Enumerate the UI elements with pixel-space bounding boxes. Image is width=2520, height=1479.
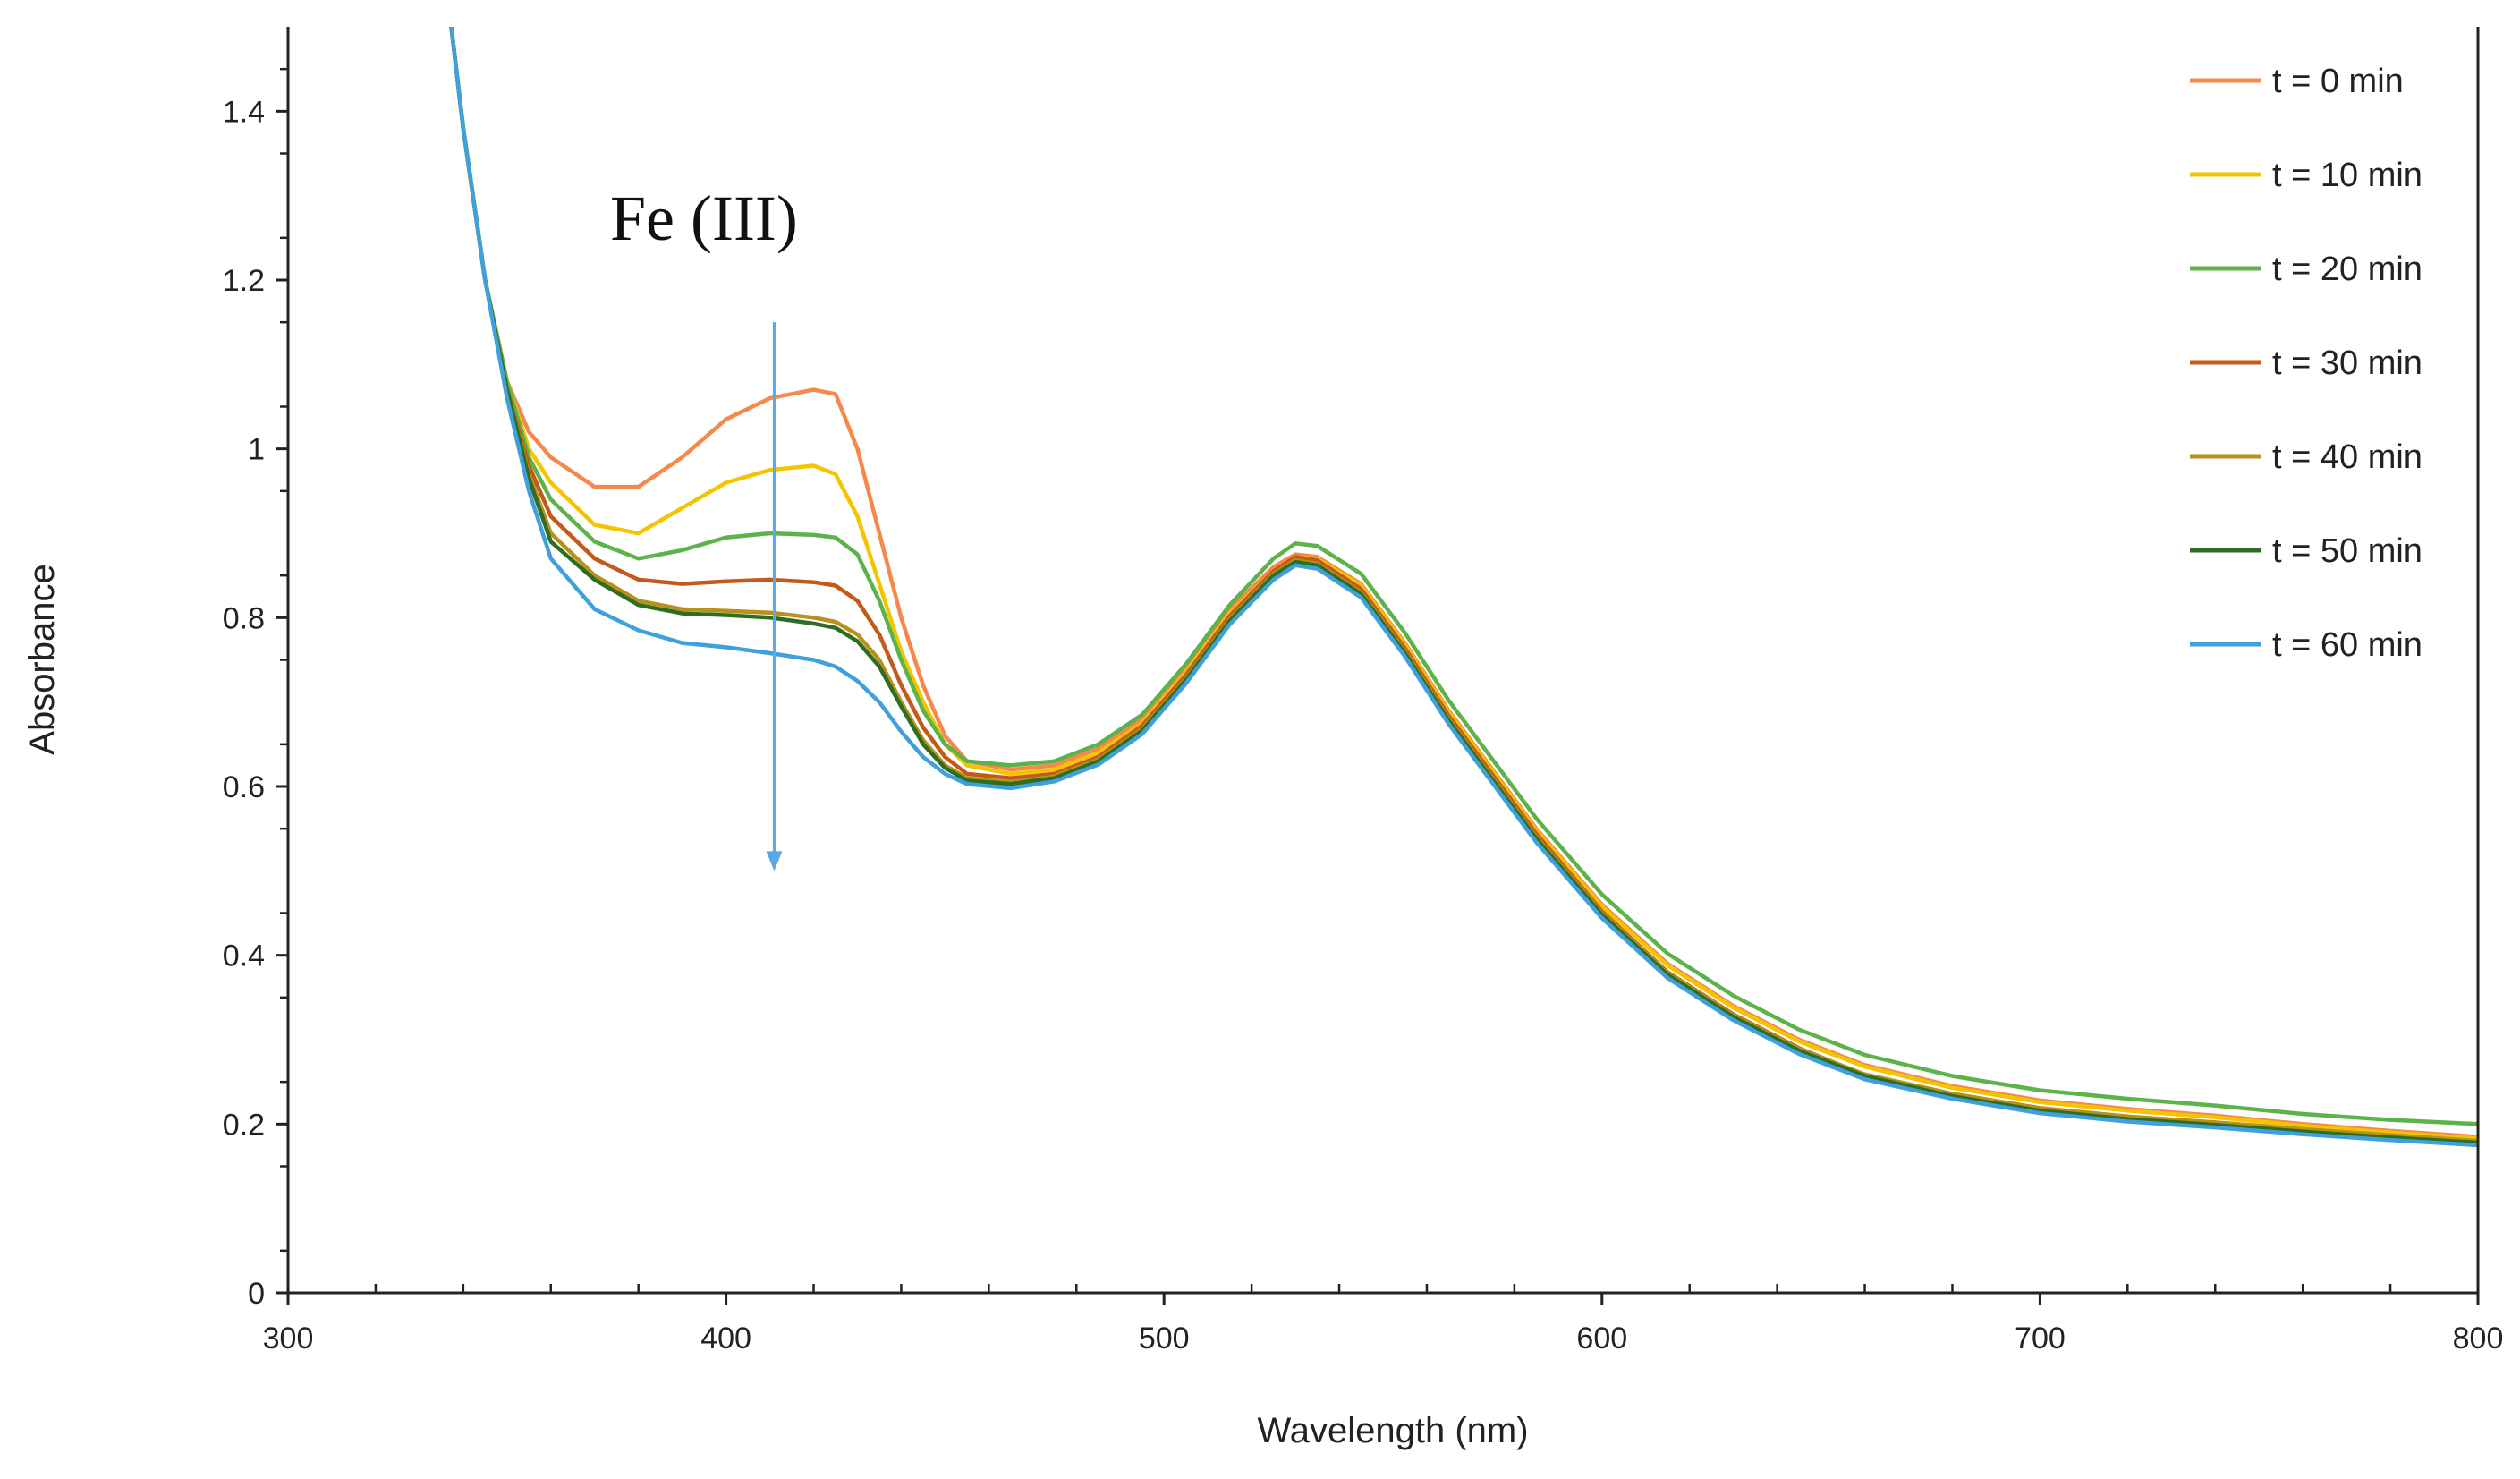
legend-label-6: t = 60 min — [2272, 626, 2422, 664]
series-line-4 — [449, 27, 2478, 1143]
x-axis-title: Wavelength (nm) — [1257, 1411, 1528, 1450]
x-tick-label: 800 — [2453, 1322, 2504, 1356]
legend-label-1: t = 10 min — [2272, 157, 2422, 194]
annotation-layer: Fe (III) — [610, 183, 798, 871]
series-line-0 — [449, 27, 2478, 1139]
series-layer — [449, 27, 2478, 1148]
y-tick-label: 1.4 — [223, 95, 265, 129]
legend-label-3: t = 30 min — [2272, 344, 2422, 382]
y-tick-label: 1.2 — [223, 264, 265, 298]
series-line-2 — [449, 27, 2478, 1126]
y-tick-label: 0.4 — [223, 939, 265, 973]
y-tick-label: 0 — [248, 1277, 265, 1311]
x-tick-label: 700 — [2015, 1322, 2066, 1356]
fe-iii-annotation: Fe (III) — [610, 183, 798, 254]
ticks-layer: 0 0.2 0.4 0.6 0.8 1 1.2 1.4 300 400 500 600 700 800 — [223, 67, 2504, 1356]
series-line-3 — [449, 27, 2478, 1148]
y-tick-label: 0.6 — [223, 770, 265, 804]
x-tick-label: 600 — [1576, 1322, 1627, 1356]
series-line-1 — [449, 27, 2478, 1141]
x-tick-label: 300 — [263, 1322, 314, 1356]
y-tick-label: 0.2 — [223, 1108, 265, 1142]
legend-label-4: t = 40 min — [2272, 438, 2422, 476]
y-tick-label: 0.8 — [223, 601, 265, 635]
series-line-6 — [449, 27, 2478, 1148]
decrease-arrow-head — [766, 851, 783, 871]
series-line-5 — [449, 27, 2478, 1145]
legend-label-2: t = 20 min — [2272, 251, 2422, 288]
x-tick-label: 500 — [1139, 1322, 1190, 1356]
legend-label-0: t = 0 min — [2272, 63, 2404, 100]
x-tick-label: 400 — [700, 1322, 751, 1356]
legend-label-5: t = 50 min — [2272, 532, 2422, 570]
y-tick-label: 1 — [248, 433, 265, 467]
legend: t = 0 min t = 10 min t = 20 min t = 30 min t… — [2190, 63, 2422, 664]
y-axis-title: Absorbance — [22, 564, 62, 754]
